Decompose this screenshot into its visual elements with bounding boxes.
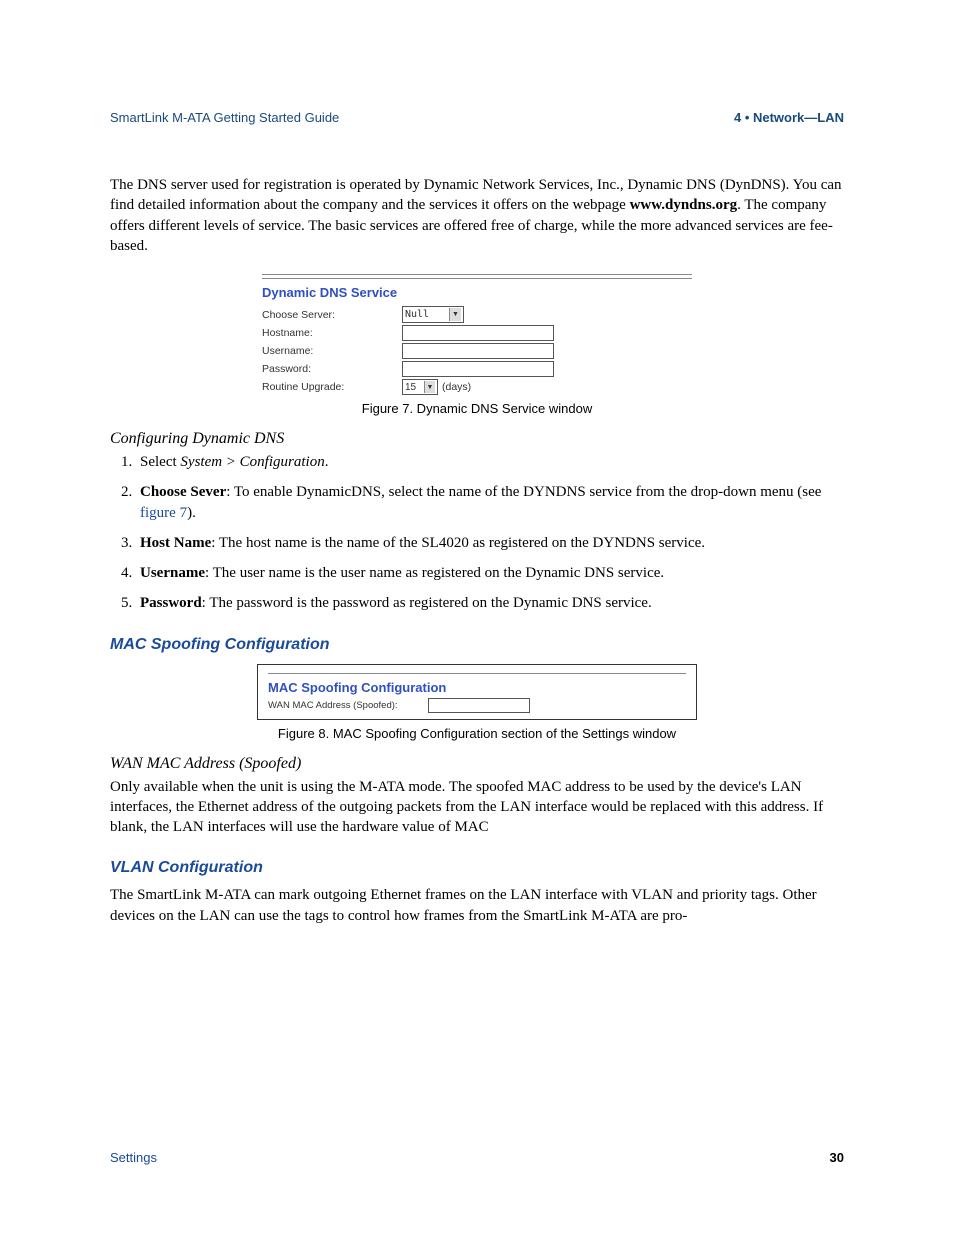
chevron-down-icon: ▼	[449, 308, 461, 321]
step-1c: .	[325, 454, 329, 470]
step-5: Password: The password is the password a…	[136, 593, 844, 613]
mac-spoof-row: WAN MAC Address (Spoofed):	[268, 698, 686, 713]
step-3b: : The host name is the name of the SL402…	[211, 535, 705, 551]
choose-server-value: Null	[405, 309, 429, 320]
step-2b: : To enable DynamicDNS, select the name …	[226, 484, 821, 500]
figure-8-caption: Figure 8. MAC Spoofing Configuration sec…	[110, 726, 844, 741]
row-password: Password:	[262, 361, 692, 377]
vlan-body: The SmartLink M-ATA can mark outgoing Et…	[110, 885, 844, 926]
config-dns-steps: Select System > Configuration. Choose Se…	[110, 452, 844, 614]
step-4b: : The user name is the user name as regi…	[205, 565, 664, 581]
step-2a: Choose Sever	[140, 484, 226, 500]
row-choose-server: Choose Server: Null ▼	[262, 306, 692, 323]
dns-service-panel: Dynamic DNS Service Choose Server: Null …	[262, 274, 692, 395]
mac-spoof-panel-title: MAC Spoofing Configuration	[268, 680, 686, 695]
figure-7-caption: Figure 7. Dynamic DNS Service window	[110, 401, 844, 416]
step-1: Select System > Configuration.	[136, 452, 844, 472]
choose-server-dropdown[interactable]: Null ▼	[402, 306, 464, 323]
step-5a: Password	[140, 595, 202, 611]
wan-mac-subhead: WAN MAC Address (Spoofed)	[110, 755, 844, 773]
step-2d: ).	[187, 505, 196, 521]
chevron-down-icon: ▼	[424, 381, 435, 393]
password-input[interactable]	[402, 361, 554, 377]
wan-mac-body: Only available when the unit is using th…	[110, 777, 844, 838]
mac-spoof-panel: MAC Spoofing Configuration WAN MAC Addre…	[257, 664, 697, 720]
step-1b: System > Configuration	[180, 454, 324, 470]
mac-spoof-label: WAN MAC Address (Spoofed):	[268, 700, 428, 711]
figure-7: Dynamic DNS Service Choose Server: Null …	[110, 274, 844, 395]
step-5b: : The password is the password as regist…	[202, 595, 652, 611]
dns-panel-title: Dynamic DNS Service	[262, 285, 692, 300]
step-1a: Select	[140, 454, 180, 470]
username-input[interactable]	[402, 343, 554, 359]
row-routine-upgrade: Routine Upgrade: 15 ▼ (days)	[262, 379, 692, 395]
page-footer: Settings 30	[110, 1150, 844, 1165]
figure-7-link[interactable]: figure 7	[140, 505, 187, 521]
row-hostname: Hostname:	[262, 325, 692, 341]
header-left: SmartLink M-ATA Getting Started Guide	[110, 110, 339, 125]
footer-right: 30	[830, 1150, 844, 1165]
footer-left: Settings	[110, 1150, 157, 1165]
intro-url: www.dyndns.org	[630, 197, 738, 213]
hostname-input[interactable]	[402, 325, 554, 341]
intro-paragraph: The DNS server used for registration is …	[110, 175, 844, 256]
label-password: Password:	[262, 363, 402, 375]
figure-8: MAC Spoofing Configuration WAN MAC Addre…	[110, 664, 844, 720]
mac-spoof-heading: MAC Spoofing Configuration	[110, 636, 844, 654]
header-right: 4 • Network—LAN	[734, 110, 844, 125]
row-username: Username:	[262, 343, 692, 359]
step-4: Username: The user name is the user name…	[136, 563, 844, 583]
vlan-heading: VLAN Configuration	[110, 859, 844, 877]
routine-upgrade-value: 15	[405, 382, 416, 393]
routine-upgrade-unit: (days)	[442, 381, 471, 393]
routine-upgrade-dropdown[interactable]: 15 ▼	[402, 379, 438, 395]
label-hostname: Hostname:	[262, 327, 402, 339]
label-choose-server: Choose Server:	[262, 309, 402, 321]
label-routine-upgrade: Routine Upgrade:	[262, 381, 402, 393]
page-header: SmartLink M-ATA Getting Started Guide 4 …	[110, 110, 844, 125]
step-3a: Host Name	[140, 535, 211, 551]
step-2: Choose Sever: To enable DynamicDNS, sele…	[136, 482, 844, 523]
page: SmartLink M-ATA Getting Started Guide 4 …	[0, 0, 954, 1235]
label-username: Username:	[262, 345, 402, 357]
step-4a: Username	[140, 565, 205, 581]
config-dns-heading: Configuring Dynamic DNS	[110, 430, 844, 448]
step-3: Host Name: The host name is the name of …	[136, 533, 844, 553]
mac-spoof-input[interactable]	[428, 698, 530, 713]
